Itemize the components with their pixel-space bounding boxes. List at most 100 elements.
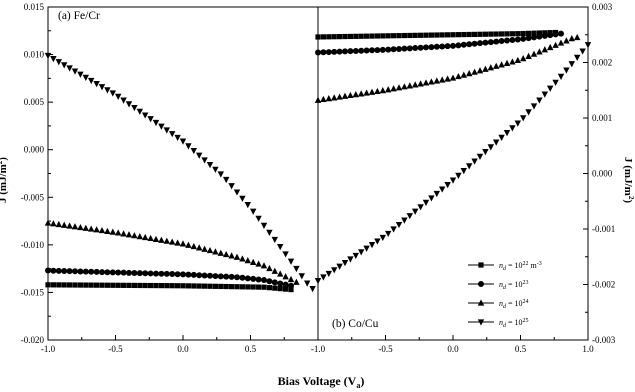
data-point	[163, 270, 170, 277]
data-point	[336, 93, 343, 100]
data-point	[233, 189, 241, 196]
data-point	[444, 182, 451, 189]
data-point	[153, 282, 159, 289]
data-point	[434, 32, 440, 38]
legend-marker	[478, 262, 484, 268]
data-point	[239, 284, 245, 290]
data-point	[530, 103, 538, 110]
data-point	[331, 94, 338, 101]
data-point	[444, 43, 451, 50]
data-point	[482, 39, 489, 46]
panel-label-fe-cr: (a) Fe/Cr	[58, 10, 100, 22]
data-point	[115, 282, 121, 288]
x-tick-label-right: -0.5	[378, 344, 393, 354]
data-point	[514, 56, 521, 64]
data-point	[261, 277, 267, 284]
panel-co-cu: 0.003 0.002 0.001 0.000 -0.001 -0.002 -0.003 -1…	[311, 2, 616, 354]
data-point	[158, 236, 165, 243]
data-point	[568, 35, 575, 42]
data-point	[288, 286, 294, 293]
series-triangle-up-left	[44, 219, 300, 285]
data-point	[417, 204, 424, 211]
data-point	[341, 260, 349, 267]
data-point	[417, 80, 424, 87]
data-point	[493, 31, 499, 37]
data-point	[552, 31, 559, 38]
data-point	[260, 262, 268, 269]
data-point	[342, 48, 348, 55]
data-point	[536, 48, 543, 55]
data-point	[444, 75, 451, 82]
data-point	[179, 138, 187, 145]
data-point	[574, 54, 581, 61]
data-point	[282, 281, 289, 288]
legend-label: nd = 1022 m-3	[499, 261, 542, 272]
data-point	[277, 286, 283, 292]
data-point	[315, 49, 321, 56]
data-point	[493, 62, 500, 69]
data-point	[374, 33, 380, 39]
data-point	[206, 162, 214, 169]
y-tick-label-right: 0.003	[592, 2, 613, 12]
y-tick-label-left: 0.015	[24, 2, 45, 12]
data-point	[185, 143, 192, 150]
data-point	[358, 249, 365, 256]
data-point	[109, 269, 116, 276]
data-point	[169, 238, 176, 245]
y-axis-title-right: J (mJ/m2)	[622, 157, 635, 203]
data-point	[266, 229, 273, 236]
data-point	[229, 284, 235, 290]
data-point	[72, 282, 78, 288]
data-point	[547, 85, 554, 92]
data-point	[104, 227, 111, 234]
data-point	[433, 77, 440, 84]
data-point	[50, 282, 56, 288]
data-point	[255, 260, 262, 267]
data-point	[315, 34, 321, 40]
data-point	[136, 108, 143, 115]
data-point	[531, 30, 537, 36]
data-point	[228, 252, 235, 259]
data-point	[503, 130, 511, 137]
data-point	[142, 270, 149, 277]
data-point	[271, 279, 278, 286]
panel-fe-cr: 0.015 0.010 0.005 0.000 -0.005 -0.010 -0.015 -0…	[21, 2, 319, 354]
data-point	[520, 30, 526, 37]
data-point	[363, 89, 370, 96]
data-point	[395, 221, 403, 229]
data-point	[487, 39, 494, 46]
data-point	[541, 32, 548, 39]
data-point	[239, 274, 246, 281]
series-triangle-down-right	[314, 42, 592, 285]
data-point	[271, 236, 278, 244]
data-point	[471, 68, 478, 75]
data-point	[428, 44, 435, 51]
data-point	[563, 37, 570, 44]
data-point	[476, 67, 484, 74]
legend-label: nd = 1024	[499, 299, 529, 310]
data-point	[477, 40, 483, 47]
data-point	[250, 258, 257, 265]
data-point	[190, 271, 197, 278]
data-point	[391, 33, 397, 39]
data-point	[304, 280, 311, 287]
data-point	[44, 219, 52, 226]
data-point	[514, 120, 521, 127]
data-point	[476, 153, 484, 161]
data-point	[412, 81, 419, 88]
data-point	[449, 74, 457, 81]
plot-frame-left	[47, 6, 319, 341]
data-point	[131, 282, 137, 289]
data-point	[477, 31, 483, 37]
data-point	[364, 33, 370, 39]
data-point	[277, 270, 284, 277]
data-point	[407, 32, 413, 39]
data-point	[126, 282, 132, 288]
data-point	[455, 72, 462, 80]
data-point	[331, 34, 337, 40]
data-point	[509, 31, 515, 37]
data-point	[412, 208, 419, 215]
data-point	[223, 283, 229, 290]
data-point	[77, 71, 84, 78]
data-point	[406, 45, 413, 52]
